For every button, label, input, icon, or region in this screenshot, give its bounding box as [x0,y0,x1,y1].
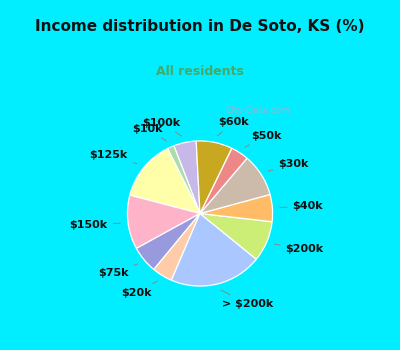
Wedge shape [200,158,270,214]
Wedge shape [174,141,200,214]
Text: $50k: $50k [245,131,281,147]
Text: $75k: $75k [98,264,138,278]
Text: $20k: $20k [121,281,157,298]
Text: Income distribution in De Soto, KS (%): Income distribution in De Soto, KS (%) [35,19,365,34]
Text: $150k: $150k [70,220,120,230]
Wedge shape [196,141,232,214]
Wedge shape [200,214,272,259]
Wedge shape [171,214,256,286]
Text: $60k: $60k [218,118,249,136]
Text: All residents: All residents [156,65,244,78]
Wedge shape [136,214,200,270]
Wedge shape [200,148,247,214]
Text: $100k: $100k [142,118,182,136]
Text: $125k: $125k [90,150,137,164]
Text: $200k: $200k [274,244,324,254]
Text: $30k: $30k [268,159,309,171]
Text: > $200k: > $200k [221,290,274,309]
Text: $40k: $40k [280,202,323,211]
Wedge shape [130,148,200,214]
Wedge shape [200,195,272,222]
Text: City-Data.com: City-Data.com [226,106,290,115]
Wedge shape [128,195,200,248]
Wedge shape [154,214,200,280]
Wedge shape [168,146,200,214]
Text: $10k: $10k [132,124,166,141]
